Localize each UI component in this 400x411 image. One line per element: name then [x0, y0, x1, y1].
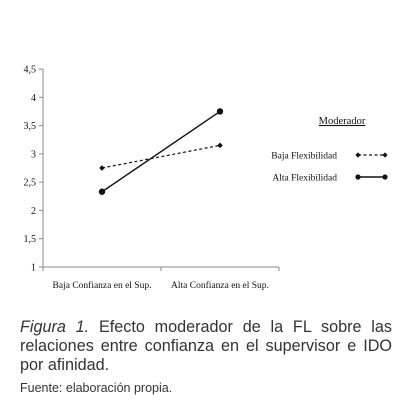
legend: Moderador Baja Flexibilidad Alta Flexibil… — [271, 116, 388, 184]
legend-marker-circle — [382, 174, 388, 180]
series-lines — [98, 108, 224, 195]
x-axis-ticks: Baja Confianza en el Sup. Alta Confianza … — [42, 267, 280, 291]
legend-label: Alta Flexibilidad — [272, 174, 337, 184]
y-tick-label: 3 — [31, 149, 36, 160]
x-tick-label: Alta Confianza en el Sup. — [171, 280, 269, 291]
y-tick-label: 1,5 — [24, 234, 37, 245]
x-tick-label: Baja Confianza en el Sup. — [53, 280, 152, 291]
data-point-diamond — [217, 142, 223, 149]
y-axis-ticks: 1 1,5 2 2,5 3 3,5 4 4,5 — [24, 65, 43, 274]
figure-source: Fuente: elaboración propia. — [20, 381, 173, 395]
figure-caption-text: Efecto moderador de la FL sobre las rela… — [20, 318, 392, 374]
legend-marker-diamond — [355, 152, 361, 158]
line-chart: 1 1,5 2 2,5 3 3,5 4 4,5 Baja Confianza en el Su… — [24, 65, 388, 291]
series-line-1 — [101, 144, 221, 169]
y-tick-label: 2 — [31, 206, 36, 217]
series-line-2 — [101, 110, 221, 193]
y-tick-label: 4,5 — [24, 65, 37, 76]
legend-label: Baja Flexibilidad — [271, 152, 337, 162]
figure-caption: Figura 1. Efecto moderador de la FL sobr… — [20, 318, 392, 375]
data-point-diamond — [99, 165, 105, 171]
legend-marker-circle — [355, 174, 361, 180]
data-point-circle — [216, 108, 224, 115]
legend-marker-diamond — [382, 152, 388, 158]
y-tick-label: 3,5 — [24, 121, 37, 132]
legend-title: Moderador — [319, 116, 366, 127]
data-point-circle — [98, 188, 106, 195]
chart-axes — [42, 69, 279, 268]
y-tick-label: 1 — [31, 263, 36, 274]
figure-label: Figura 1. — [20, 318, 90, 336]
y-tick-label: 2,5 — [24, 178, 37, 189]
y-tick-label: 4 — [31, 93, 36, 104]
